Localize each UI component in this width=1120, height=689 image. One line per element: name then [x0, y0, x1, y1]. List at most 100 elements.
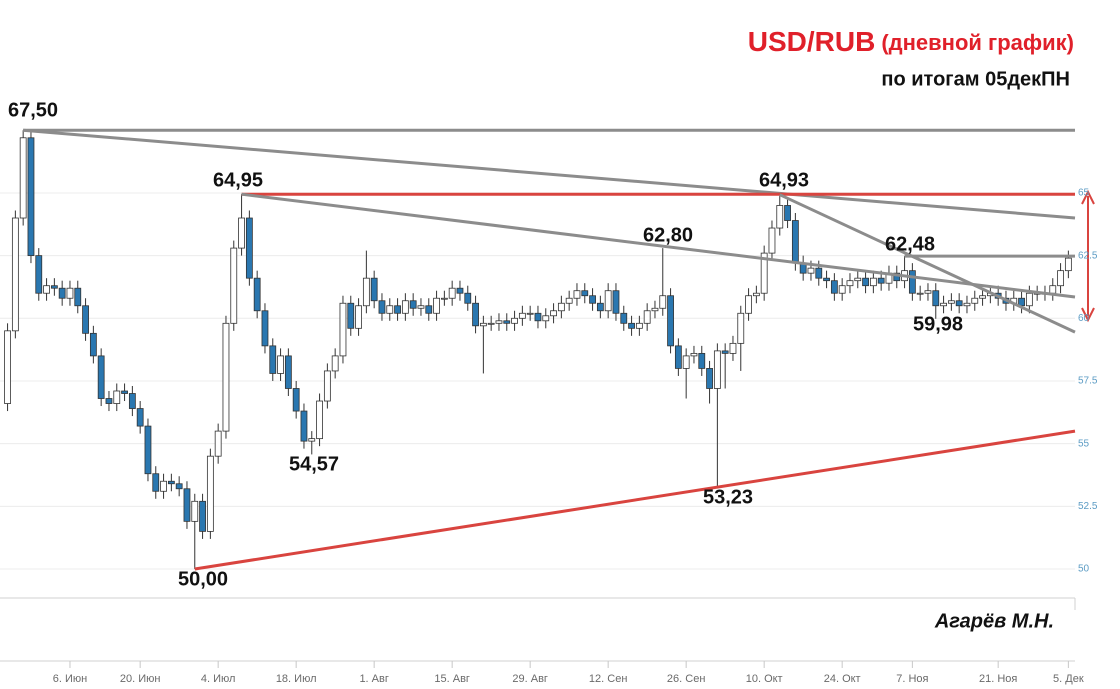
candle-body: [721, 350, 729, 354]
candle-body: [261, 310, 269, 347]
candle-body: [573, 290, 581, 299]
candle-body: [752, 292, 760, 297]
candle-body: [378, 300, 386, 314]
candle-body: [979, 295, 986, 299]
candle-body: [74, 287, 82, 307]
candle-body: [838, 285, 846, 294]
y-tick-label: 50: [1078, 564, 1090, 575]
candle-body: [729, 342, 737, 354]
x-tick-label: 24. Окт: [824, 673, 861, 685]
candle-body: [698, 352, 706, 369]
candle-body: [417, 305, 425, 309]
candle-body: [245, 217, 253, 279]
candle-body: [503, 320, 511, 324]
candle-body: [846, 280, 854, 287]
annotation: 64,95: [213, 169, 263, 191]
candle-body: [160, 480, 167, 492]
candle-body: [971, 297, 979, 304]
trend-line: [194, 429, 1076, 571]
candle-body: [518, 312, 526, 319]
candle-body: [1057, 270, 1064, 287]
candle-body: [768, 227, 776, 254]
y-tick-label: 55: [1078, 438, 1090, 449]
candle-body: [815, 267, 823, 279]
candle-body: [604, 290, 612, 312]
candle-body: [50, 285, 58, 289]
candle-body: [167, 480, 175, 485]
candle-body: [1049, 285, 1057, 294]
x-tick-label: 20. Июн: [120, 673, 161, 685]
candle-body: [877, 277, 885, 284]
candle-body: [82, 305, 89, 334]
range-arrow: [1081, 189, 1095, 323]
candle-body: [284, 355, 292, 389]
candle-body: [222, 322, 230, 432]
candle-body: [323, 370, 331, 402]
y-tick-label: 65: [1078, 188, 1090, 199]
candle-body: [370, 277, 378, 302]
candle-body: [433, 297, 440, 314]
y-tick-label: 57.5: [1078, 376, 1098, 387]
candle-body: [152, 473, 160, 492]
candle-body: [612, 290, 620, 314]
candle-body: [425, 305, 433, 314]
candle-body: [66, 287, 74, 299]
annotation: 67,50: [8, 99, 58, 121]
title-note: (дневной график): [881, 30, 1074, 55]
candle-body: [955, 300, 963, 307]
candle-body: [620, 312, 628, 324]
candle-body: [854, 277, 862, 282]
candle-body: [643, 310, 651, 324]
candle-body: [394, 305, 401, 314]
trend-line: [779, 193, 1076, 334]
candle-body: [362, 277, 370, 307]
candle-body: [628, 322, 635, 329]
candle-body: [292, 388, 300, 412]
candle-body: [456, 287, 464, 294]
candle-body: [331, 355, 339, 372]
candle-body: [784, 205, 791, 221]
candle-body: [682, 355, 690, 369]
x-tick-label: 6. Июн: [53, 673, 87, 685]
candle-body: [526, 312, 534, 315]
candle-body: [534, 312, 542, 322]
candle-body: [487, 322, 495, 325]
candle-body: [557, 302, 565, 312]
annotation: 54,57: [289, 453, 339, 475]
candle-body: [908, 270, 916, 294]
candle-body: [706, 368, 713, 389]
candle-body: [269, 345, 277, 374]
candle-body: [635, 322, 643, 329]
candle-body: [596, 302, 604, 312]
x-tick-label: 10. Окт: [746, 673, 783, 685]
candle-body: [19, 137, 27, 219]
x-tick-label: 1. Авг: [359, 673, 388, 685]
candle-body: [277, 355, 284, 374]
y-tick-label: 52.5: [1078, 501, 1098, 512]
candle-body: [550, 310, 557, 317]
y-tick-label: 62.5: [1078, 250, 1098, 261]
candle-body: [89, 332, 97, 357]
candle-body: [807, 267, 815, 274]
trend-line: [23, 128, 1076, 220]
candle-body: [238, 217, 245, 249]
candle-body: [674, 345, 682, 369]
candle-body: [1064, 257, 1072, 272]
annotation: 64,93: [759, 169, 809, 191]
x-tick-label: 21. Ноя: [979, 673, 1017, 685]
candle-body: [823, 277, 830, 282]
candle-body: [869, 277, 877, 287]
candle-body: [386, 305, 394, 314]
candle-body: [940, 302, 947, 307]
candle-body: [339, 302, 347, 357]
x-tick-label: 29. Авг: [512, 673, 548, 685]
candle-body: [214, 430, 222, 457]
x-tick-label: 15. Авг: [434, 673, 470, 685]
candle-body: [440, 297, 448, 300]
candle-body: [347, 302, 355, 329]
candle-body: [924, 290, 932, 294]
x-tick-label: 12. Сен: [589, 673, 627, 685]
x-tick-label: 7. Ноя: [896, 673, 928, 685]
candle-body: [253, 277, 261, 312]
